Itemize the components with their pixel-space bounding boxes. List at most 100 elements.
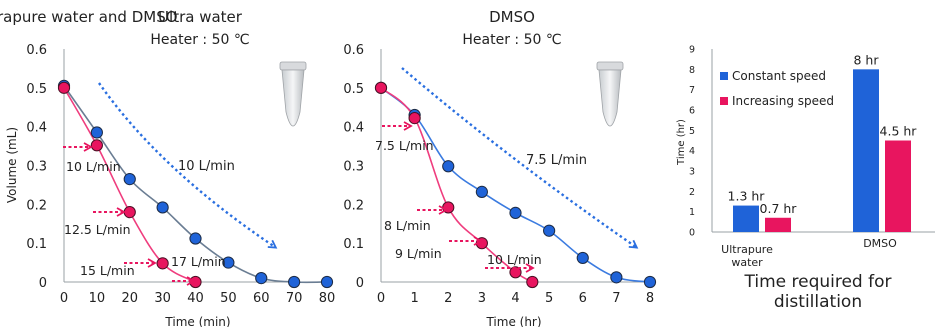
chart3-category-2: DMSO [863,237,897,250]
x-tick-label: 10 [89,291,106,306]
chart2-step-label-4: 10 L/min [487,252,542,267]
x-tick-label: 80 [319,291,336,306]
chart2-step-label-3: 9 L/min [395,246,442,261]
y-tick-label: 8 [689,65,695,76]
constant-speed-point [610,271,623,284]
constant-speed-bar [853,69,879,232]
chart3-title-line-2: distillation [774,292,862,312]
chart1-step-label-4: 17 L/min [171,254,226,269]
constant-speed-point [509,206,522,219]
legend-swatch-increasing [720,97,728,105]
y-tick-label: 0.6 [343,43,364,58]
chart1-step-label-3: 15 L/min [80,263,135,278]
increasing-speed-point [156,257,169,270]
chart3-ylabel: Time (hr) [676,119,687,166]
chart3-title-line-1: Time required for [743,272,891,292]
x-tick-label: 3 [478,291,486,306]
chart1-step-label-1: 10 L/min [66,159,121,174]
x-tick-label: 0 [60,291,68,306]
chart2-constant-rate-label: 7.5 L/min [526,153,587,168]
y-tick-label: 3 [689,167,695,178]
chart-ultra-water: Ultra water Heater : 50 ℃ 00.10.20.30.40… [5,8,335,327]
x-tick-label: 40 [187,291,204,306]
figure-header-fragment: rapure water and DMSO [0,8,178,26]
chart1-axes: 0 0.1 0.2 0.3 0.4 0.5 0.6 0 10 20 30 40 50 60 70 80 [26,43,335,306]
x-tick-label: 2 [444,291,452,306]
x-tick-label: 8 [646,291,654,306]
chart2-constant-trend-arrow [401,67,639,249]
y-tick-label: 0.6 [26,43,47,58]
constant-speed-point [189,232,202,245]
increasing-speed-point [57,81,71,94]
y-tick-label: 4 [689,146,695,157]
constant-speed-point [222,256,235,269]
constant-speed-point [90,126,103,139]
x-tick-label: 1 [410,291,418,306]
y-tick-label: 5 [689,126,695,137]
y-tick-label: 0.4 [26,121,47,136]
chart2-xlabel: Time (hr) [485,315,541,327]
chart1-ylabel: Volume (mL) [5,127,19,203]
chart2-title: DMSO [489,8,535,26]
increasing-speed-point [408,112,421,125]
chart3-category-1-line-1: Ultrapure [721,243,773,256]
chart1-step-label-2: 12.5 L/min [64,222,131,237]
increasing-speed-point [475,237,488,250]
y-tick-label: 0.2 [26,198,47,213]
chart3-legend: Constant speed Increasing speed [720,69,834,108]
increasing-speed-bar [885,140,911,232]
x-tick-label: 20 [121,291,138,306]
increasing-speed-point [509,266,522,279]
y-tick-label: 9 [689,45,695,56]
bar-value-label: 4.5 hr [880,124,918,139]
constant-speed-point [156,201,169,214]
y-tick-label: 2 [689,187,695,198]
legend-swatch-constant [720,72,728,80]
bar-value-label: 1.3 hr [728,189,766,204]
constant-speed-point [475,185,488,199]
y-tick-label: 0.5 [26,82,47,97]
constant-speed-point [288,275,301,289]
constant-speed-point [255,272,268,285]
y-tick-label: 0.2 [343,198,364,213]
x-tick-label: 70 [286,291,303,306]
x-tick-label: 7 [612,291,620,306]
increasing-speed-point [442,201,455,214]
y-tick-label: 0.3 [26,160,47,175]
increasing-speed-point [526,275,539,289]
y-tick-label: 0.1 [26,237,47,252]
increasing-speed-point [123,206,136,219]
y-tick-label: 0 [39,276,47,291]
x-tick-label: 4 [511,291,519,306]
increasing-speed-bar [765,217,791,232]
y-tick-label: 0.5 [343,82,364,97]
chart2-axes: 0 0.1 0.2 0.3 0.4 0.5 0.6 0 1 2 3 4 5 6 7 8 [343,43,654,306]
chart1-constant-rate-label: 10 L/min [178,159,235,174]
chart2-step-label-2: 8 L/min [384,218,431,233]
increasing-speed-point [189,275,202,289]
constant-speed-point [643,275,657,289]
y-tick-label: 0.1 [343,237,364,252]
y-tick-label: 0.3 [343,160,364,175]
chart3-bars: 1.3 hr 8 hr 0.7 hr 4.5 hr [728,52,918,232]
y-tick-label: 0 [356,276,364,291]
bar-value-label: 8 hr [854,52,880,67]
y-tick-label: 0 [689,228,695,239]
chart-distillation-time: 0 1 2 3 4 5 6 7 8 9 Time (hr) 1.3 hr 8 hr 0.7 hr 4.5… [676,45,935,312]
x-tick-label: 30 [154,291,171,306]
bar-value-label: 0.7 hr [760,201,798,216]
chart3-category-1-line-2: water [731,256,763,269]
constant-speed-point [543,224,556,237]
y-tick-label: 0.4 [343,121,364,136]
constant-speed-point [123,172,136,186]
x-tick-label: 5 [545,291,553,306]
tube-icon [279,61,307,127]
tube-icon [596,61,624,127]
constant-speed-point [576,251,589,265]
y-tick-label: 1 [689,207,695,218]
x-tick-label: 60 [253,291,270,306]
x-tick-label: 50 [220,291,237,306]
chart1-title: Ultra water [158,8,243,26]
chart1-subtitle: Heater : 50 ℃ [150,32,249,48]
